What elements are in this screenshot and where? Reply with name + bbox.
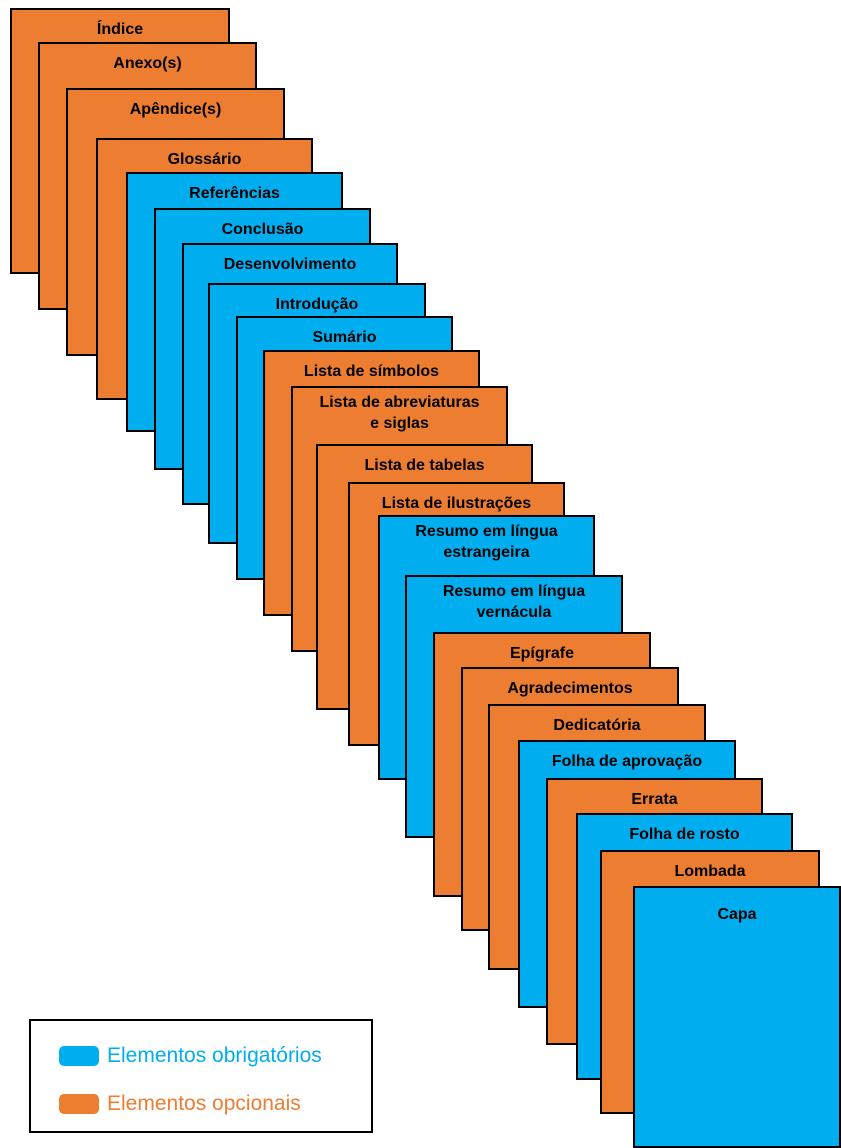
page-label: Índice [96, 21, 144, 38]
page-label: Resumo em língua estrangeira [415, 523, 558, 561]
page-label: Epígrafe [509, 645, 574, 662]
page-label: Conclusão [221, 221, 304, 238]
page-label: Errata [631, 791, 678, 808]
page-label: Referências [189, 185, 280, 202]
page-label: Desenvolvimento [223, 256, 357, 273]
page-label: Glossário [167, 151, 242, 168]
page-label: Anexo(s) [113, 55, 182, 72]
required-element-page: Capa [633, 886, 841, 1148]
page-label: Dedicatória [553, 717, 641, 734]
page-label: Folha de aprovação [551, 753, 703, 770]
page-label: Capa [717, 906, 757, 923]
legend-swatch-required [59, 1046, 99, 1066]
page-label: Lista de símbolos [303, 363, 440, 380]
page-label: Resumo em língua vernácula [442, 583, 586, 621]
legend-label-optional: Elementos opcionais [107, 1092, 301, 1115]
page-label: Agradecimentos [507, 680, 633, 697]
legend: Elementos obrigatórios Elementos opciona… [29, 1019, 373, 1133]
page-label: Sumário [312, 329, 377, 346]
page-label: Lista de abreviaturas e siglas [319, 394, 480, 432]
page-label: Lista de ilustrações [381, 495, 532, 512]
page-label: Lombada [674, 863, 746, 880]
page-label: Apêndice(s) [129, 101, 222, 118]
legend-label-required: Elementos obrigatórios [107, 1044, 322, 1067]
legend-swatch-optional [59, 1094, 99, 1114]
page-label: Introdução [275, 296, 359, 313]
page-label: Folha de rosto [629, 826, 740, 843]
page-label: Lista de tabelas [364, 457, 485, 474]
